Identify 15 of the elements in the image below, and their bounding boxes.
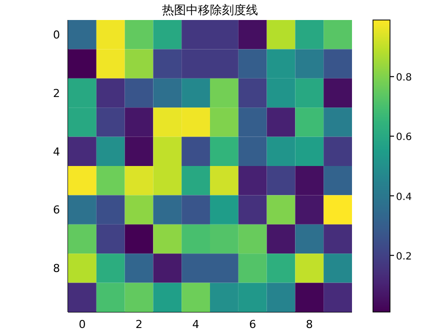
x-tick-label: 4 [192,318,200,331]
y-tick-label: 0 [53,28,60,42]
color-bar-label: 0.8 [396,72,412,84]
x-tick-label: 0 [78,318,86,331]
x-tick-label: 6 [249,318,256,331]
y-tick-label: 2 [53,86,60,100]
color-bar-label: 0.4 [396,192,412,203]
x-tick-label: 2 [136,318,142,331]
color-bar-label: 0.2 [396,251,412,262]
y-tick-label: 8 [53,262,60,276]
y-tick-label: 6 [53,204,60,217]
y-tick-label: 4 [53,145,60,158]
x-tick-label: 8 [306,318,313,331]
chart-title: 热图中移除刻度线 [161,2,259,19]
color-bar-label: 0.6 [396,132,412,144]
